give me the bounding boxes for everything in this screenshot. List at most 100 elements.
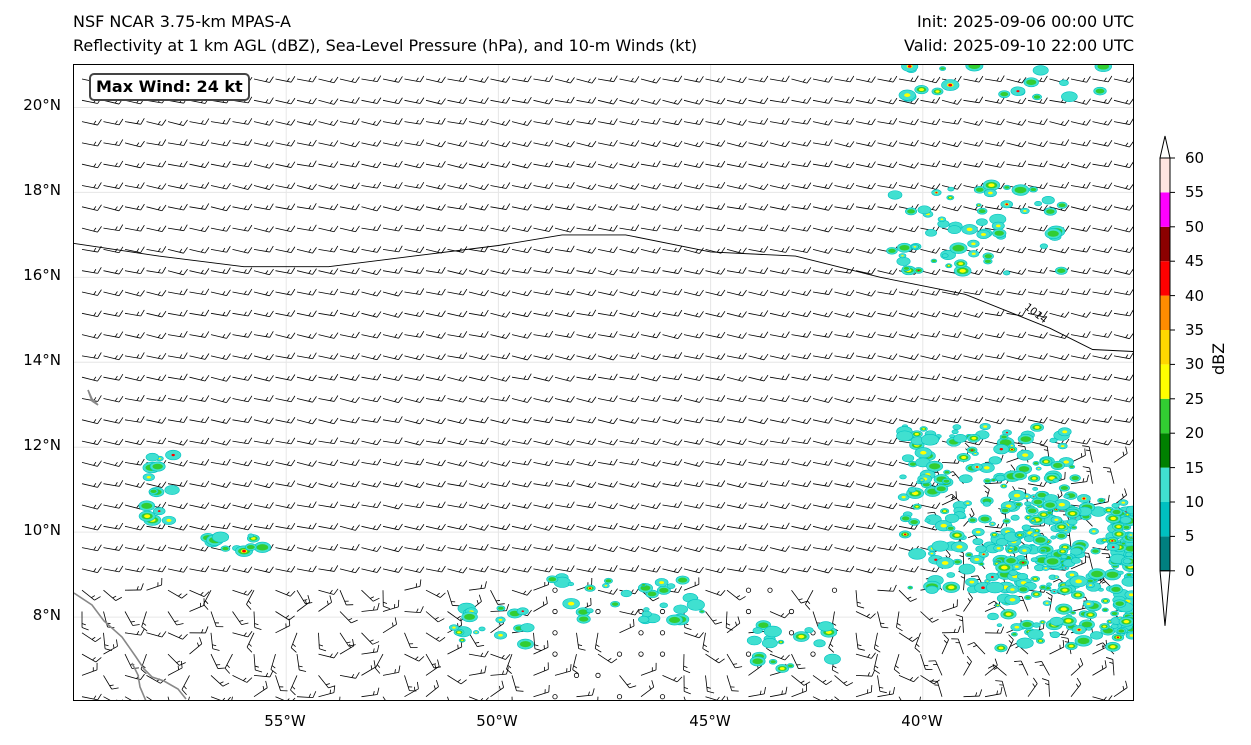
wind-barb-flag xyxy=(544,184,548,188)
wind-barb-flag xyxy=(849,182,855,190)
calm-circle xyxy=(745,651,752,657)
wind-barb-flag xyxy=(376,246,382,253)
wind-barb xyxy=(275,227,292,232)
wind-barb xyxy=(726,270,743,274)
wind-barb-flag xyxy=(458,354,462,359)
wind-barb xyxy=(1092,270,1109,275)
wind-barb xyxy=(662,675,678,683)
wind-barb-flag xyxy=(544,503,548,508)
map-panel[interactable]: 1014 xyxy=(73,64,1134,701)
wind-barb-flag xyxy=(738,226,742,231)
wind-barb-flag xyxy=(415,269,419,273)
wind-barb-flag xyxy=(613,545,618,552)
wind-barb xyxy=(705,206,722,210)
wind-barb xyxy=(877,419,894,425)
wind-barb xyxy=(920,99,937,104)
reflectivity-core xyxy=(903,533,907,536)
wind-barb-flag xyxy=(634,183,640,190)
wind-barb-flag xyxy=(1107,494,1110,502)
wind-barb-flag xyxy=(845,567,849,572)
wind-barb-flag xyxy=(351,568,355,573)
wind-barb-flag xyxy=(226,246,231,253)
wind-barb-flag xyxy=(785,395,790,402)
wind-barb-flag xyxy=(721,695,726,700)
wind-barb xyxy=(855,483,872,489)
wind-barb-flag xyxy=(458,99,462,103)
wind-barb xyxy=(855,525,872,530)
reflectivity-core xyxy=(899,244,910,251)
wind-barb-flag xyxy=(200,460,204,465)
wind-barb-flag xyxy=(247,96,253,104)
wind-barb xyxy=(296,696,313,699)
wind-barb-flag xyxy=(179,546,183,551)
wind-barb xyxy=(877,163,894,169)
wind-barb-flag xyxy=(630,547,634,551)
wind-barb xyxy=(533,121,550,125)
wind-barb xyxy=(1113,99,1130,105)
wind-barb-flag xyxy=(828,288,833,295)
wind-barb xyxy=(554,398,571,403)
wind-barb-flag xyxy=(785,75,790,82)
wind-barb xyxy=(1088,446,1093,463)
wind-barb-flag xyxy=(505,653,511,660)
wind-barb xyxy=(404,611,421,614)
reflectivity-core xyxy=(952,244,965,252)
wind-barb-flag xyxy=(351,461,355,465)
wind-barb-flag xyxy=(415,525,419,530)
wind-barb xyxy=(339,121,356,125)
wind-barb xyxy=(382,121,399,125)
wind-barb-flag xyxy=(1107,75,1113,83)
wind-barb xyxy=(189,121,206,125)
wind-barb xyxy=(318,291,335,296)
reflectivity-core xyxy=(940,523,947,528)
reflectivity-core xyxy=(934,558,938,561)
wind-barb-flag xyxy=(415,226,419,231)
wind-barb-flag xyxy=(269,76,274,83)
reflectivity-cell xyxy=(1089,631,1103,640)
wind-barb-flag xyxy=(226,439,231,446)
wind-barb xyxy=(296,206,313,210)
wind-barb-flag xyxy=(458,333,462,337)
wind-barb-flag xyxy=(738,162,742,167)
wind-barb-flag xyxy=(953,418,957,423)
wind-barb-flag xyxy=(204,139,210,146)
wind-barb xyxy=(231,696,233,700)
wind-barb-flag xyxy=(1129,118,1133,125)
wind-barb xyxy=(253,687,268,698)
wind-barb-flag xyxy=(114,418,118,423)
wind-barb-flag xyxy=(114,524,118,529)
wind-barb-flag xyxy=(763,246,769,253)
wind-barb xyxy=(1070,291,1087,296)
wind-barb-flag xyxy=(265,141,269,146)
wind-barb xyxy=(189,440,206,445)
wind-barb-flag xyxy=(720,203,726,210)
wind-barb-flag xyxy=(587,375,591,380)
wind-barb xyxy=(855,547,872,552)
wind-barb-flag xyxy=(742,289,747,297)
wind-barb-flag xyxy=(892,268,898,275)
wind-barb-flag xyxy=(312,396,317,403)
wind-barb-flag xyxy=(695,269,699,274)
wind-barb-flag xyxy=(247,139,253,146)
wind-barb-flag xyxy=(931,567,935,572)
wind-barb-flag xyxy=(527,373,532,380)
wind-barb-flag xyxy=(419,310,425,317)
wind-barb-flag xyxy=(1086,331,1091,338)
wind-barb-flag xyxy=(480,205,484,210)
wind-barb xyxy=(1027,270,1044,274)
wind-barb-flag xyxy=(935,289,941,296)
wind-barb xyxy=(576,227,593,232)
wind-barb-flag xyxy=(501,482,505,487)
calm-circle xyxy=(788,630,795,636)
wind-barb xyxy=(1027,206,1044,212)
wind-barb-flag xyxy=(480,311,484,316)
wind-barb-flag xyxy=(1043,374,1048,382)
wind-barb-flag xyxy=(738,418,742,423)
wind-barb-flag xyxy=(93,333,97,338)
wind-barb-flag xyxy=(1082,141,1086,146)
wind-barb-flag xyxy=(1021,268,1027,275)
wind-barb xyxy=(554,355,571,361)
wind-barb xyxy=(468,483,485,489)
wind-barb-flag xyxy=(742,76,747,83)
wind-barb-flag xyxy=(222,682,230,687)
